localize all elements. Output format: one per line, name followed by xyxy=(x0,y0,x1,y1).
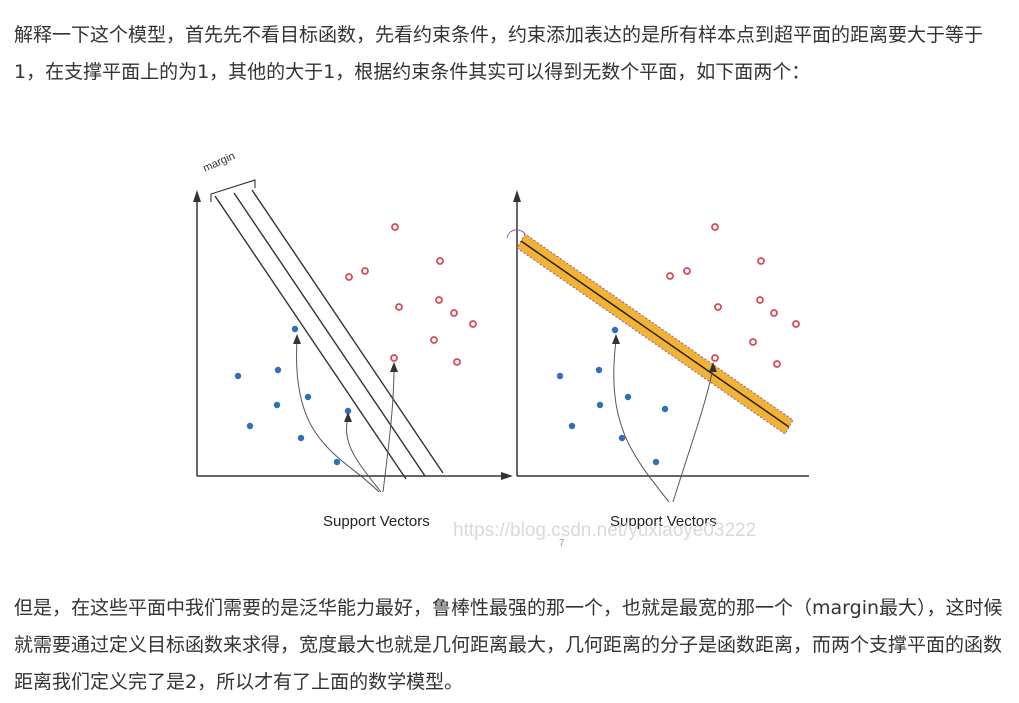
data-point xyxy=(345,273,353,281)
left-hyperplanes xyxy=(214,189,444,480)
data-point xyxy=(469,320,477,328)
data-point xyxy=(344,407,352,415)
left-y-arrow-icon xyxy=(193,190,201,202)
margin-label: margin xyxy=(201,150,237,175)
arrowhead-icon xyxy=(390,362,398,372)
right-positive-points xyxy=(666,223,800,368)
data-point xyxy=(436,257,444,265)
data-point xyxy=(333,458,341,466)
conclusion-paragraph: 但是，在这些平面中我们需要的是泛华能力最好，鲁棒性最强的那一个，也就是最宽的那一… xyxy=(14,597,1003,693)
svm-margin-figure: margin xyxy=(191,124,814,554)
right-y-arrow-icon xyxy=(513,190,521,202)
data-point xyxy=(773,360,781,368)
left-decision-line xyxy=(233,192,426,477)
right-support-arrows xyxy=(613,339,714,503)
data-point xyxy=(666,272,674,280)
left-arrowheads xyxy=(293,334,398,422)
data-point xyxy=(246,422,254,430)
left-x-arrow-icon xyxy=(501,472,513,480)
right-negative-points xyxy=(556,326,669,466)
left-negative-points xyxy=(234,325,352,466)
arrowhead-icon xyxy=(709,362,717,372)
right-margin-bracket xyxy=(506,229,526,239)
data-point xyxy=(757,257,765,265)
data-point xyxy=(450,309,458,317)
data-point xyxy=(756,296,764,304)
data-point xyxy=(792,320,800,328)
data-point xyxy=(714,303,722,311)
arrowhead-icon xyxy=(293,334,301,344)
data-point xyxy=(304,393,312,401)
data-point xyxy=(273,401,281,409)
left-panel: margin xyxy=(193,150,513,530)
page-number: 7 xyxy=(559,538,565,549)
arrowhead-icon xyxy=(344,412,352,422)
data-point xyxy=(291,325,299,333)
margin-bracket xyxy=(210,179,256,202)
data-point xyxy=(395,303,403,311)
data-point xyxy=(618,434,626,442)
left-lower-support-line xyxy=(214,195,407,480)
right-panel: Support Vectors xyxy=(506,190,809,530)
data-point xyxy=(435,296,443,304)
data-point xyxy=(297,434,305,442)
csdn-watermark: https://blog.csdn.net/yuxiaoye03222 xyxy=(453,520,756,541)
data-point xyxy=(711,354,719,362)
data-point xyxy=(234,372,242,380)
data-point xyxy=(430,336,438,344)
data-point xyxy=(683,267,691,275)
data-point xyxy=(749,338,757,346)
data-point xyxy=(624,393,632,401)
right-decision-line xyxy=(520,240,790,428)
data-point xyxy=(652,458,660,466)
data-point xyxy=(595,366,603,374)
left-upper-support-line xyxy=(251,189,444,474)
left-support-vectors-caption: Support Vectors xyxy=(323,513,430,530)
data-point xyxy=(453,358,461,366)
data-point xyxy=(711,223,719,231)
data-point xyxy=(361,267,369,275)
right-arrowheads xyxy=(612,334,717,372)
svm-figure-canvas: margin xyxy=(193,150,809,549)
left-axes xyxy=(196,194,509,477)
right-support-vectors-caption: Support Vectors xyxy=(610,513,717,530)
data-point xyxy=(274,366,282,374)
intro-paragraph: 解释一下这个模型，首先先不看目标函数，先看约束条件，约束添加表达的是所有样本点到… xyxy=(14,24,984,83)
right-axes xyxy=(516,194,809,477)
data-point xyxy=(556,372,564,380)
data-point xyxy=(611,326,619,334)
data-point xyxy=(661,405,669,413)
data-point xyxy=(568,422,576,430)
left-positive-points xyxy=(345,223,477,366)
arrowhead-icon xyxy=(612,334,620,344)
data-point xyxy=(391,223,399,231)
data-point xyxy=(770,309,778,317)
data-point xyxy=(390,354,398,362)
data-point xyxy=(596,401,604,409)
left-support-arrows xyxy=(296,339,395,493)
